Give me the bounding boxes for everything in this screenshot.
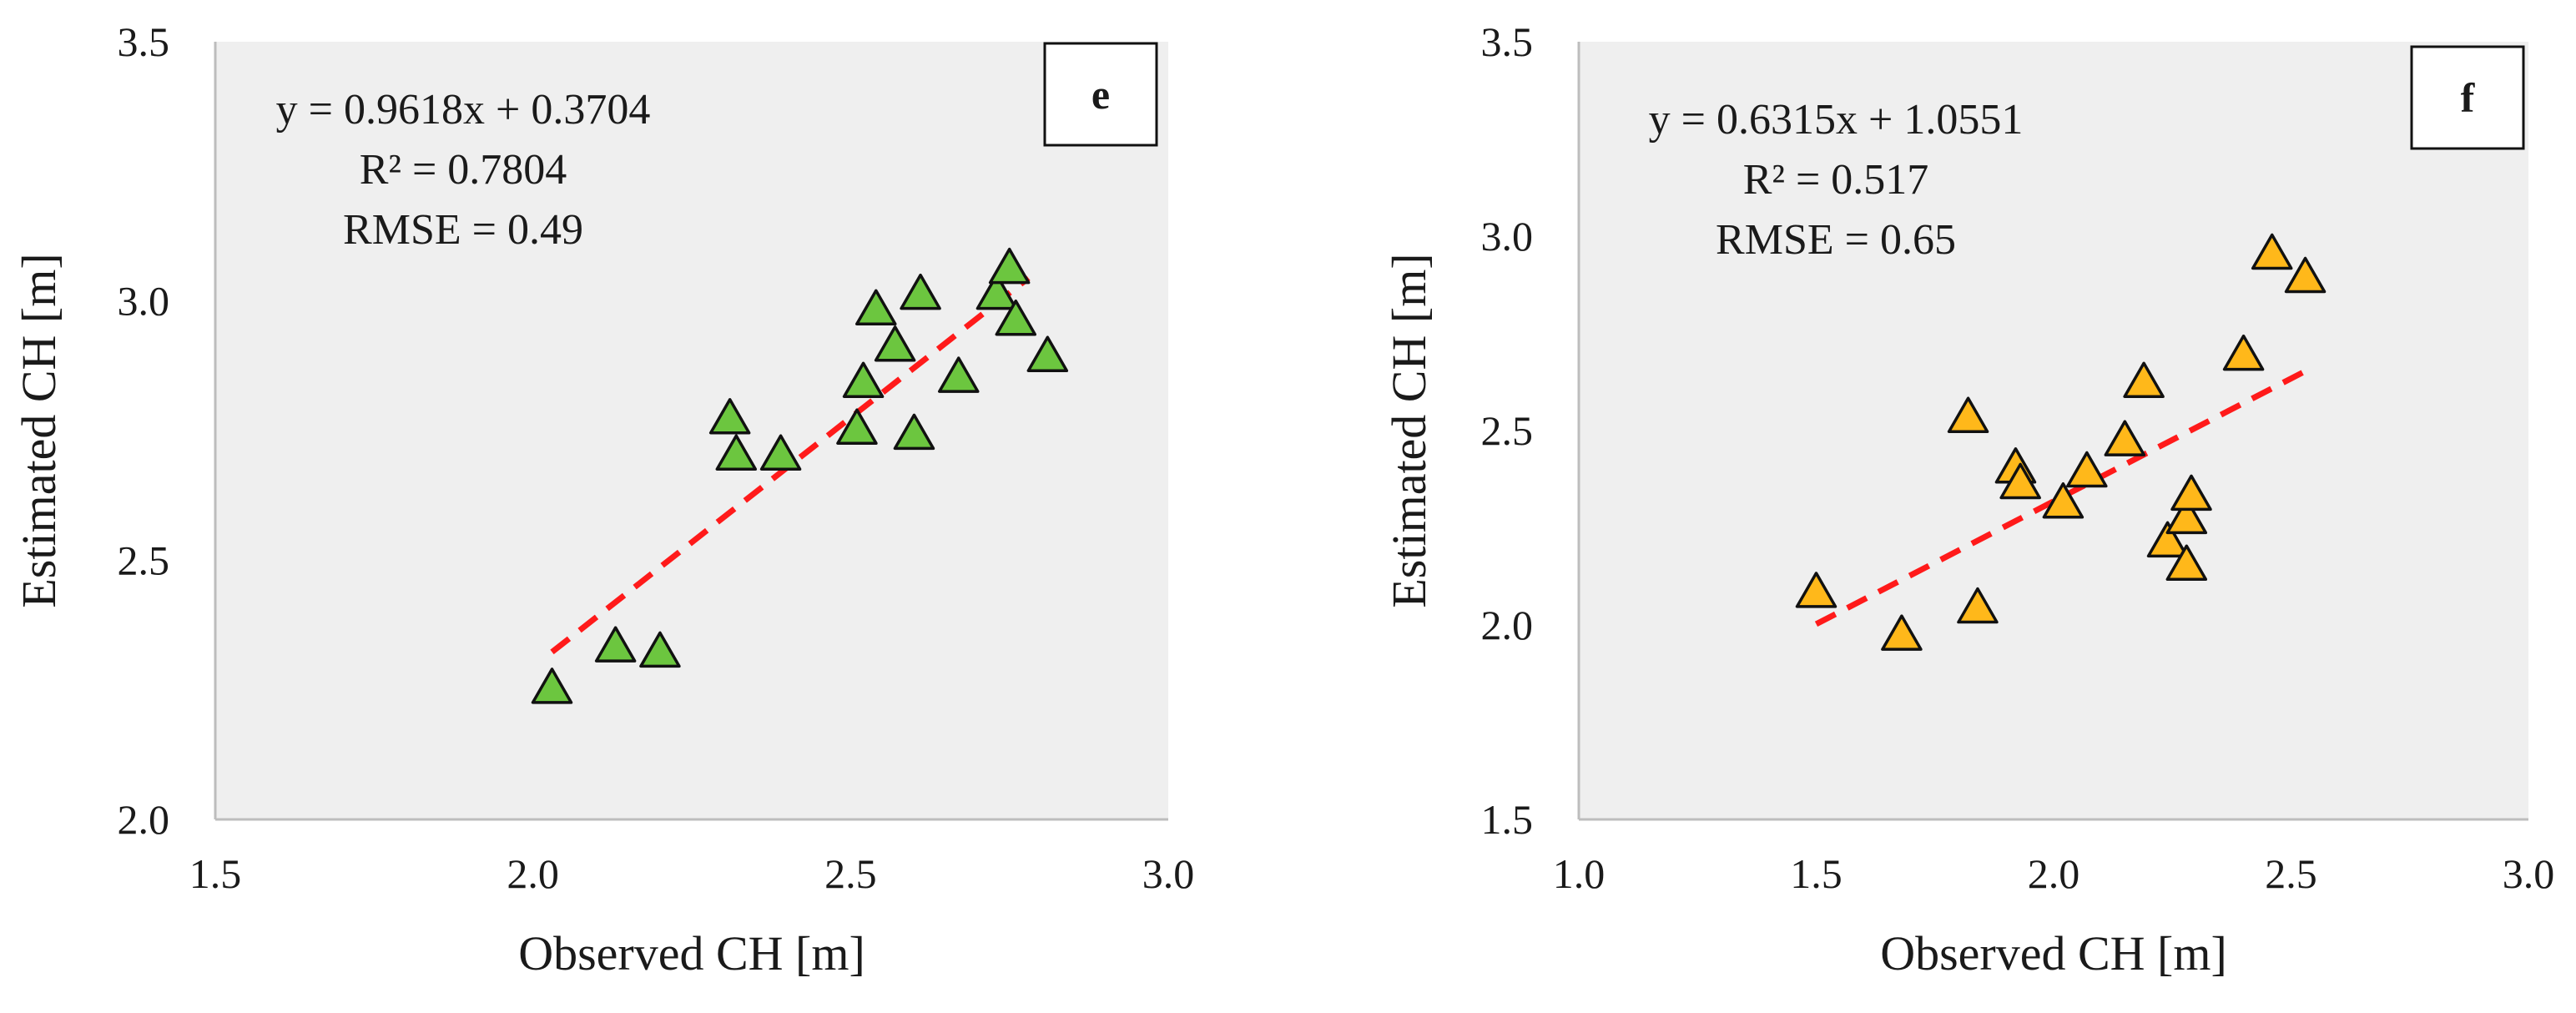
data-point xyxy=(2284,256,2326,294)
data-point xyxy=(2165,544,2208,582)
annotation-equation: y = 0.9618x + 0.3704 xyxy=(276,86,651,134)
x-tick-label: 2.0 xyxy=(507,850,559,897)
trendline xyxy=(1814,368,2307,627)
x-tick-label: 1.0 xyxy=(1553,850,1606,897)
data-point xyxy=(2066,451,2108,488)
y-tick-label: 2.5 xyxy=(118,537,170,583)
data-point xyxy=(2042,481,2084,519)
data-point xyxy=(900,273,941,310)
panel-label: f xyxy=(2461,74,2476,121)
annotation-rmse: RMSE = 0.49 xyxy=(343,206,583,254)
data-point xyxy=(2123,361,2165,399)
annotation-rmse: RMSE = 0.65 xyxy=(1716,216,1956,264)
data-point xyxy=(836,408,878,445)
annotation-r-squared: R² = 0.517 xyxy=(1743,156,1929,204)
data-point xyxy=(715,434,758,471)
chart-panel-f: 1.0 1.5 2.0 2.5 3.0 1.5 2.0 2.5 3.0 3.5 Observed C… xyxy=(1382,18,2554,980)
data-point xyxy=(1957,587,1999,624)
data-point xyxy=(2146,521,2189,558)
y-tick-label: 3.0 xyxy=(118,278,170,325)
data-point xyxy=(855,289,897,326)
y-tick-label: 2.0 xyxy=(118,796,170,843)
plot-area xyxy=(215,42,1168,819)
y-axis-title: Estimated CH [m] xyxy=(12,253,66,607)
data-point xyxy=(893,413,935,451)
x-tick-label: 1.5 xyxy=(189,850,242,897)
data-point xyxy=(594,626,637,663)
data-point xyxy=(1999,462,2041,500)
data-point xyxy=(988,247,1031,285)
x-axis-title: Observed CH [m] xyxy=(518,926,865,980)
data-point xyxy=(2165,497,2208,535)
x-tick-label: 2.5 xyxy=(824,850,877,897)
panel-label-box xyxy=(1043,42,1158,147)
data-point xyxy=(759,434,802,471)
panel-label: e xyxy=(1091,71,1110,118)
y-tick-label: 2.5 xyxy=(1481,407,1534,454)
y-tick-label: 3.5 xyxy=(118,18,170,65)
y-tick-label: 2.0 xyxy=(1481,602,1534,648)
data-point xyxy=(2251,233,2293,270)
x-axis-title: Observed CH [m] xyxy=(1880,926,2227,980)
x-tick-label: 3.0 xyxy=(2503,850,2555,897)
data-point xyxy=(995,299,1037,336)
data-point xyxy=(2104,420,2146,456)
data-point xyxy=(531,668,573,704)
data-point xyxy=(1881,614,1923,651)
data-point xyxy=(842,361,885,399)
y-tick-label: 3.5 xyxy=(1481,18,1534,65)
x-tick-label: 1.5 xyxy=(1790,850,1843,897)
data-point xyxy=(2222,334,2265,371)
data-point xyxy=(639,631,681,668)
panel-label-box xyxy=(2410,45,2525,150)
chart-panel-e: 1.5 2.0 2.5 3.0 2.0 2.5 3.0 3.5 Observed CH [m] E… xyxy=(12,18,1194,980)
data-point xyxy=(938,356,980,393)
y-tick-label: 1.5 xyxy=(1481,796,1534,843)
x-tick-label: 2.0 xyxy=(2028,850,2080,897)
x-tick-label: 2.5 xyxy=(2265,850,2317,897)
y-tick-label: 3.0 xyxy=(1481,213,1534,260)
data-point xyxy=(2170,474,2212,512)
data-point xyxy=(708,398,751,435)
data-point xyxy=(975,273,1018,310)
data-point xyxy=(1947,396,1989,433)
annotation-equation: y = 0.6315x + 1.0551 xyxy=(1649,96,2024,144)
annotation-r-squared: R² = 0.7804 xyxy=(360,146,567,194)
data-point xyxy=(1795,572,1837,608)
plot-area xyxy=(1579,42,2528,819)
data-point xyxy=(874,325,916,362)
data-point xyxy=(1026,335,1069,372)
y-axis-title: Estimated CH [m] xyxy=(1382,253,1436,607)
trendline xyxy=(550,275,1031,655)
x-tick-label: 3.0 xyxy=(1142,850,1195,897)
